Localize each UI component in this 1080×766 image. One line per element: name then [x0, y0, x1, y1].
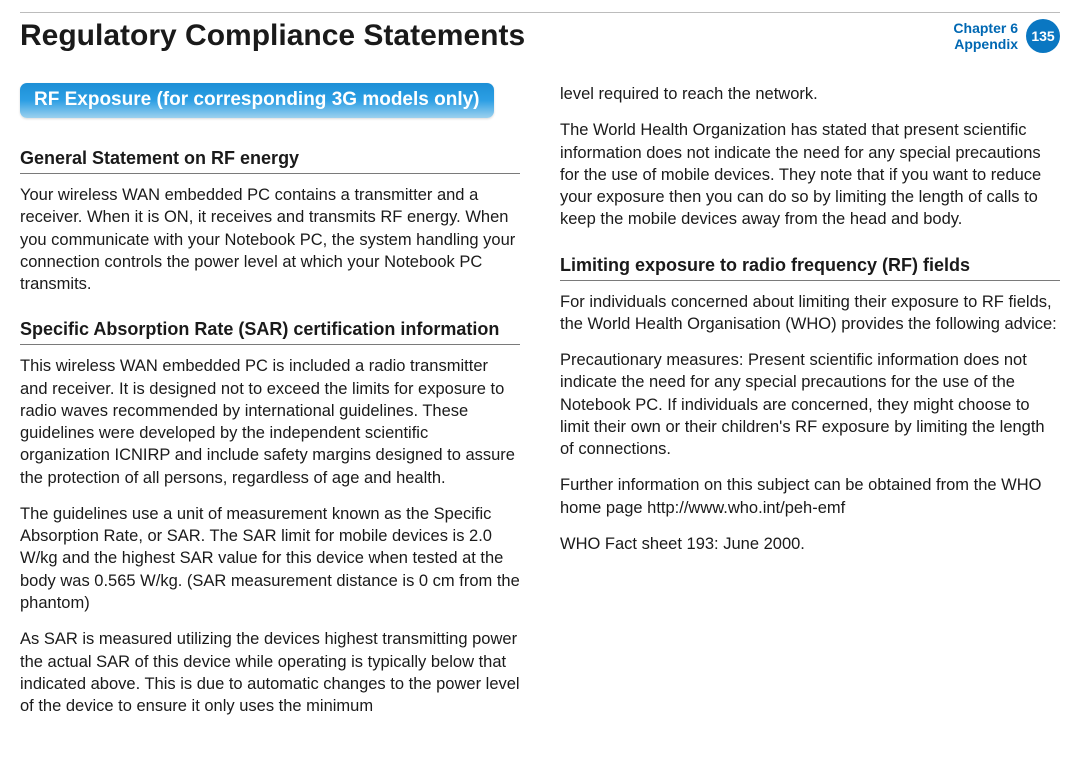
content-columns: RF Exposure (for corresponding 3G models…	[20, 83, 1060, 731]
para-limiting-3: Further information on this subject can …	[560, 474, 1060, 519]
para-limiting-4: WHO Fact sheet 193: June 2000.	[560, 533, 1060, 555]
page-number-badge: 135	[1026, 19, 1060, 53]
para-sar-3: As SAR is measured utilizing the devices…	[20, 628, 520, 717]
para-sar-1: This wireless WAN embedded PC is include…	[20, 355, 520, 489]
section-badge: RF Exposure (for corresponding 3G models…	[20, 83, 494, 118]
chapter-block: Chapter 6 Appendix 135	[953, 19, 1060, 53]
para-sar-2: The guidelines use a unit of measurement…	[20, 503, 520, 614]
chapter-line1: Chapter 6	[953, 20, 1018, 36]
chapter-line2: Appendix	[953, 36, 1018, 52]
right-column: level required to reach the network. The…	[560, 83, 1060, 731]
page-title: Regulatory Compliance Statements	[20, 19, 953, 53]
para-limiting-2: Precautionary measures: Present scientif…	[560, 349, 1060, 460]
para-limiting-1: For individuals concerned about limiting…	[560, 291, 1060, 336]
left-column: RF Exposure (for corresponding 3G models…	[20, 83, 520, 731]
subhead-general-statement: General Statement on RF energy	[20, 148, 520, 174]
page-header: Regulatory Compliance Statements Chapter…	[20, 12, 1060, 53]
subhead-sar: Specific Absorption Rate (SAR) certifica…	[20, 319, 520, 345]
para-continued-2: The World Health Organization has stated…	[560, 119, 1060, 230]
subhead-limiting-exposure: Limiting exposure to radio frequency (RF…	[560, 255, 1060, 281]
para-continued-1: level required to reach the network.	[560, 83, 1060, 105]
chapter-text: Chapter 6 Appendix	[953, 20, 1018, 52]
para-general-statement: Your wireless WAN embedded PC contains a…	[20, 184, 520, 295]
